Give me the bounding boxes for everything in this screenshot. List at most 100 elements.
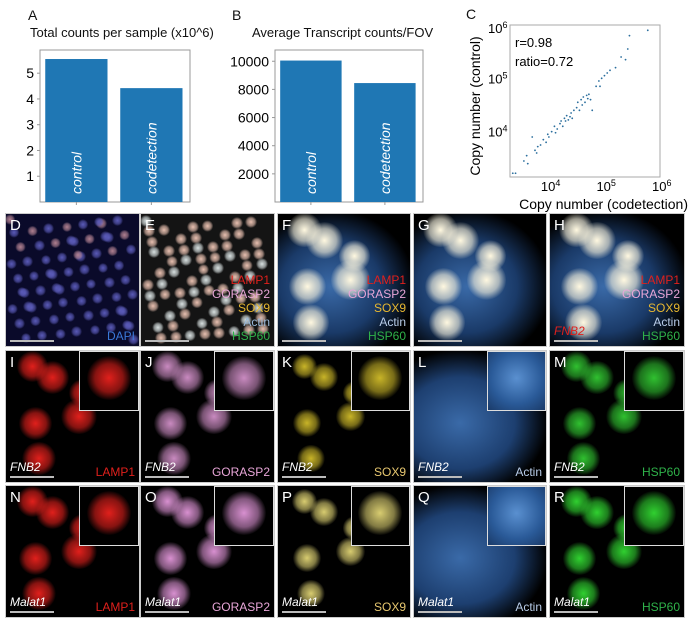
nucleus xyxy=(112,215,124,226)
panel-letter: M xyxy=(554,354,567,371)
inset-cell xyxy=(631,491,676,536)
cell xyxy=(212,262,225,275)
scatter-point xyxy=(561,125,564,128)
bar-label: control xyxy=(303,151,319,194)
nucleus xyxy=(40,254,52,266)
nucleus xyxy=(83,310,94,321)
cell xyxy=(200,274,213,286)
nucleus xyxy=(49,237,61,249)
y-tick-label: 4 xyxy=(26,91,34,107)
nucleus xyxy=(21,256,33,267)
inset-cell xyxy=(358,356,403,401)
scatter-point xyxy=(646,29,649,32)
cell xyxy=(292,303,330,341)
cell xyxy=(228,325,241,338)
cell xyxy=(250,237,263,249)
cell xyxy=(580,495,614,529)
nucleus xyxy=(125,244,137,255)
micrograph-panel-o: O Malat1 GORASP2 xyxy=(140,485,275,618)
cell xyxy=(208,305,221,318)
channel-label-actin: Actin xyxy=(379,315,406,329)
scale-bar xyxy=(418,340,462,342)
gene-label: Malat1 xyxy=(418,595,455,609)
cell xyxy=(142,225,155,238)
channel-label-sox9: SOX9 xyxy=(647,301,680,315)
nucleus xyxy=(23,301,34,312)
scale-bar xyxy=(145,476,189,478)
cell xyxy=(244,270,257,282)
zoom-inset xyxy=(486,486,546,547)
scatter-point xyxy=(595,85,598,88)
cell xyxy=(564,303,603,341)
nucleus xyxy=(28,270,40,282)
bar-label: codetection xyxy=(377,122,393,194)
scatter-point xyxy=(554,131,557,134)
cell xyxy=(164,309,177,322)
panel-letter: L xyxy=(418,354,427,371)
cell xyxy=(176,297,189,310)
channel-label-gorasp2: GORASP2 xyxy=(211,600,270,614)
cell xyxy=(169,330,182,343)
zoom-inset xyxy=(214,486,274,547)
panel-label-c: C xyxy=(466,6,477,22)
nucleus xyxy=(64,311,76,323)
cell xyxy=(566,576,601,610)
zoom-inset xyxy=(486,351,546,412)
scatter-point xyxy=(550,130,553,133)
channel-label-lamp1: LAMP1 xyxy=(366,273,406,287)
scale-bar xyxy=(418,611,462,613)
cell xyxy=(177,243,190,256)
channel-labels: LAMP1 GORASP2 SOX9 Actin HSP60 xyxy=(622,273,680,343)
cell xyxy=(566,441,601,475)
inset-cell xyxy=(87,491,132,536)
channel-label-actin: Actin xyxy=(515,465,542,479)
nucleus xyxy=(121,319,133,331)
channel-labels: HSP60 xyxy=(642,600,680,614)
channel-label-lamp1: LAMP1 xyxy=(640,273,680,287)
cell xyxy=(22,441,56,475)
cell xyxy=(141,279,154,292)
cell xyxy=(198,328,211,341)
panel-letter: F xyxy=(282,217,292,234)
nucleus xyxy=(35,285,46,296)
nucleus xyxy=(55,328,66,340)
cell xyxy=(305,221,343,259)
chart-a-title: Total counts per sample (x10^6) xyxy=(30,25,214,40)
cell xyxy=(201,219,214,232)
scatter-point xyxy=(559,122,561,125)
cell xyxy=(186,221,199,234)
scatter-point xyxy=(571,117,574,120)
micrograph-panel-g: G xyxy=(413,213,547,347)
scatter-point xyxy=(542,138,545,141)
cell xyxy=(330,260,371,300)
cell xyxy=(562,541,597,575)
x-axis-label: Copy number (codetection) xyxy=(519,196,688,212)
cell xyxy=(603,260,644,300)
cell xyxy=(293,409,321,437)
nucleus xyxy=(76,295,88,307)
charts-area: 1 2 3 4 5 control codetection 2000 4000 6000 8000 1… xyxy=(26,20,688,212)
cell xyxy=(148,246,161,259)
cell xyxy=(190,296,203,309)
panel-letter: N xyxy=(10,489,21,506)
channel-label-hsp60: HSP60 xyxy=(641,329,680,343)
scatter-point xyxy=(553,125,556,128)
micrograph-panel-f: F LAMP1 GORASP2 SOX9 Actin HSP60 xyxy=(277,213,411,347)
zoom-inset xyxy=(350,486,410,547)
cell xyxy=(217,283,230,296)
zoom-inset xyxy=(79,351,139,412)
cell xyxy=(206,241,219,253)
scatter-point xyxy=(599,85,601,88)
channel-labels: SOX9 xyxy=(374,465,406,479)
cell xyxy=(184,329,197,342)
cell xyxy=(174,233,187,245)
cell xyxy=(157,576,191,610)
cell xyxy=(197,263,210,276)
scatter-point xyxy=(526,162,529,165)
zoom-inset xyxy=(623,486,684,547)
chart-b-title: Average Transcript counts/FOV xyxy=(252,25,434,40)
channel-label-hsp60: HSP60 xyxy=(641,465,680,479)
y-tick-label: 105 xyxy=(488,70,507,86)
cell xyxy=(229,271,242,284)
zoom-inset xyxy=(214,351,274,412)
